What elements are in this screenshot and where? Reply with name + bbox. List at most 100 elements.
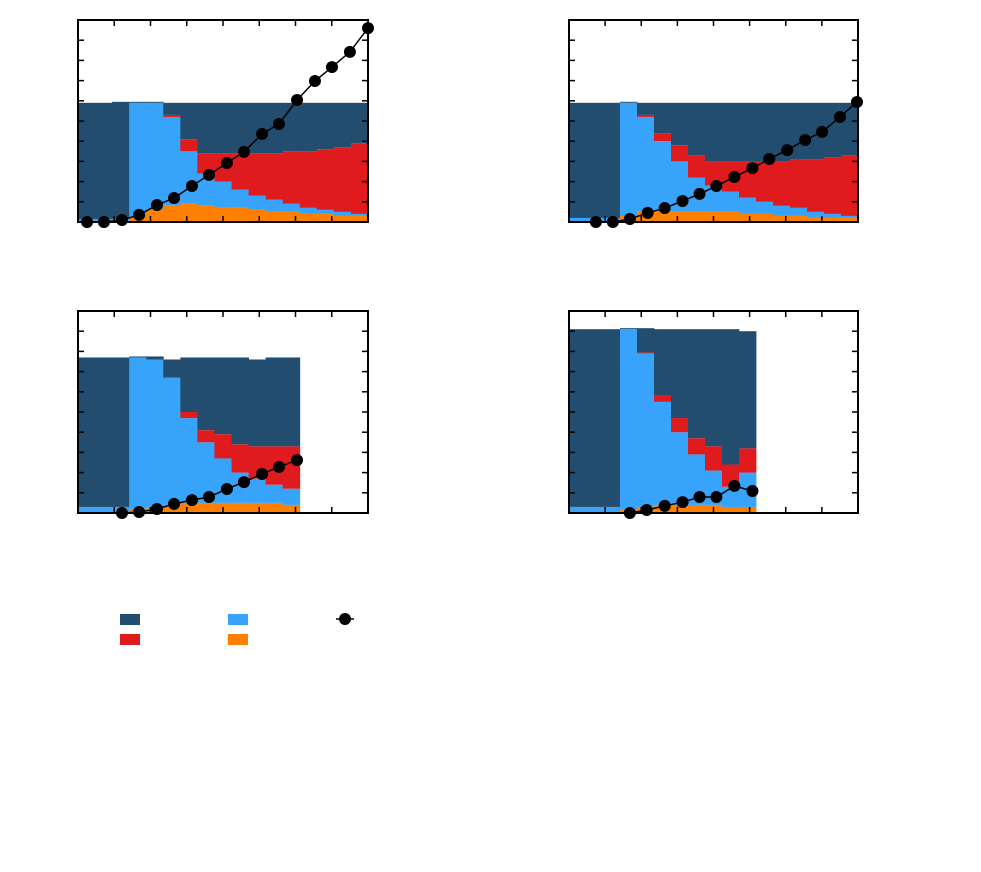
bar-segment [824, 157, 842, 214]
bar-segment [197, 357, 215, 431]
bar-segment [350, 143, 369, 214]
bar-segment [231, 207, 249, 222]
bar-segment [146, 102, 164, 210]
bar-segment [214, 181, 232, 208]
bar-segment [231, 189, 249, 208]
bar-segment [603, 329, 621, 507]
bar-segment [214, 207, 232, 222]
bar-segment [807, 159, 825, 212]
bar-segment [282, 203, 301, 212]
bar-segment [688, 211, 706, 222]
bar-segment [197, 102, 215, 154]
line-marker [203, 491, 216, 504]
bar-segment [824, 217, 842, 222]
bar-segment [722, 191, 740, 212]
bar-segment [705, 446, 723, 471]
line-marker [676, 194, 689, 207]
bar-segment [620, 101, 638, 103]
bar-segment [807, 211, 825, 218]
bar-segment [129, 357, 147, 509]
bar-segment [739, 102, 757, 162]
bar-segment [316, 149, 335, 210]
line-marker [326, 61, 339, 74]
bar-segment [654, 102, 672, 134]
line-marker [658, 202, 671, 215]
bar-segment [620, 102, 638, 216]
bar-segment [180, 418, 198, 503]
bar-segment [688, 438, 706, 455]
bar-segment [231, 153, 249, 190]
bar-segment [163, 377, 181, 505]
bar-segment [265, 211, 284, 222]
bar-segment [180, 102, 198, 140]
bar-segment [790, 159, 808, 208]
bar-segment [248, 359, 267, 447]
bar-segment [112, 101, 130, 219]
legend-swatch [120, 634, 140, 645]
bar-segment [95, 506, 113, 513]
chart [568, 19, 863, 228]
bar-segment [248, 209, 267, 222]
bar-segment [197, 205, 215, 222]
bar-segment [180, 357, 198, 412]
bar-segment [637, 116, 655, 212]
bar-segment [603, 102, 621, 218]
bar-segment [637, 353, 655, 507]
bar-segment [722, 102, 740, 162]
bar-segment [163, 114, 181, 117]
bar-segment [299, 213, 318, 222]
line-marker [728, 479, 741, 492]
bar-segment [248, 153, 267, 196]
bar-segment [282, 151, 301, 204]
bar-segment [705, 185, 723, 212]
line-marker [710, 491, 723, 504]
bar-segment [231, 444, 249, 473]
line-marker [833, 110, 846, 123]
bar-segment [688, 155, 706, 178]
bar-segment [78, 506, 96, 513]
bar-segment [265, 357, 284, 447]
bar-segment [265, 199, 284, 212]
bar-segment [316, 213, 335, 222]
legend-swatch [120, 614, 140, 625]
bar-segment [841, 217, 859, 222]
line-marker [150, 199, 163, 212]
bar-segment [790, 215, 808, 222]
bar-segment [637, 328, 655, 353]
bar-segment [705, 161, 723, 186]
bar-segment [841, 215, 859, 218]
bar-segment [756, 201, 774, 214]
chart [568, 310, 859, 519]
bar-segment [163, 102, 181, 115]
bar-segment [671, 102, 689, 146]
bar-segment [739, 197, 757, 214]
bar-segment [350, 102, 369, 144]
bar-segment [78, 102, 96, 219]
bar-segment [248, 102, 267, 154]
bar-segment [671, 432, 689, 505]
bar-segment [180, 151, 198, 204]
bar-segment [671, 418, 689, 433]
line-marker [220, 482, 233, 495]
bar-segment [180, 502, 198, 513]
bar-segment [620, 328, 638, 330]
line-marker [272, 118, 285, 131]
bar-segment [231, 357, 249, 445]
bar-segment [841, 155, 859, 216]
bar-segment [739, 506, 757, 513]
line-marker [781, 144, 794, 157]
line-marker [168, 191, 181, 204]
bar-segment [773, 161, 791, 206]
bar-segment [78, 357, 96, 507]
bar-segment [146, 356, 164, 360]
line-marker [256, 127, 269, 140]
line-marker [185, 494, 198, 507]
line-marker [658, 499, 671, 512]
bar-segment [773, 205, 791, 216]
bar-segment [722, 506, 740, 513]
line-marker [710, 180, 723, 193]
bar-segment [688, 329, 706, 439]
bar-segment [654, 401, 672, 505]
